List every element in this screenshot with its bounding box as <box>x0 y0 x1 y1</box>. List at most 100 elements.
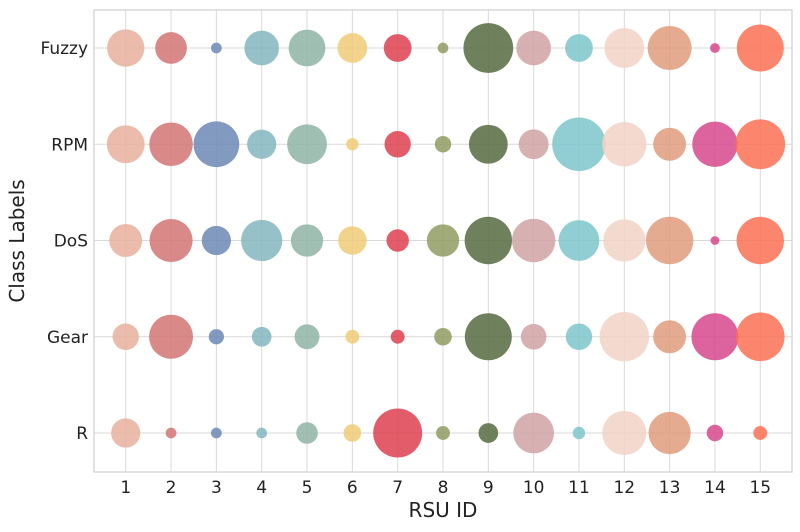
bubble-gear-rsu-11 <box>565 323 593 350</box>
bubble-dos-rsu-1 <box>109 224 143 257</box>
x-axis-title: RSU ID <box>409 498 478 522</box>
bubble-r-rsu-3 <box>210 427 222 439</box>
x-ticks: 1 2 3 4 5 6 7 8 9 10 11 12 13 14 15 <box>120 478 771 498</box>
bubble-fuzzy-rsu-2 <box>155 32 187 64</box>
x-tick-label-1: 1 <box>120 478 131 498</box>
x-tick-label-7: 7 <box>392 478 403 498</box>
y-tick-label-rpm: RPM <box>51 135 88 155</box>
bubble-gear-rsu-2 <box>149 314 194 359</box>
bubble-r-rsu-14 <box>706 424 724 442</box>
bubble-fuzzy-rsu-15 <box>736 24 784 72</box>
x-tick-label-5: 5 <box>302 478 313 498</box>
bubble-r-rsu-7 <box>373 408 423 458</box>
bubble-gear-rsu-7 <box>390 329 405 344</box>
bubble-rpm-rsu-6 <box>346 138 359 151</box>
x-tick-label-8: 8 <box>438 478 449 498</box>
bubble-rpm-rsu-2 <box>149 122 193 167</box>
x-tick-label-14: 14 <box>704 478 726 498</box>
bubble-dos-rsu-11 <box>558 220 600 261</box>
bubble-dos-rsu-15 <box>736 216 784 265</box>
bubble-fuzzy-rsu-12 <box>604 28 645 68</box>
bubble-fuzzy-rsu-6 <box>337 33 368 63</box>
bubble-r-rsu-8 <box>436 426 450 440</box>
bubble-fuzzy-rsu-8 <box>437 42 449 54</box>
bubble-rpm-rsu-7 <box>384 131 411 158</box>
bubble-gear-rsu-5 <box>294 324 320 350</box>
bubble-r-rsu-12 <box>602 411 647 455</box>
bubble-gear-rsu-6 <box>345 329 360 344</box>
bubble-gear-rsu-10 <box>520 323 547 350</box>
bubble-r-rsu-9 <box>478 423 499 443</box>
x-tick-label-9: 9 <box>483 478 494 498</box>
bubble-r-rsu-11 <box>572 426 586 440</box>
x-tick-label-3: 3 <box>211 478 222 498</box>
bubble-rpm-rsu-15 <box>735 119 786 170</box>
bubble-gear-rsu-15 <box>735 312 785 362</box>
bubble-dos-rsu-12 <box>603 219 646 262</box>
x-tick-label-2: 2 <box>166 478 177 498</box>
bubble-dos-rsu-9 <box>464 216 513 265</box>
bubble-fuzzy-rsu-11 <box>565 34 593 62</box>
bubble-rpm-rsu-8 <box>434 136 452 153</box>
bubble-dos-rsu-5 <box>290 224 324 257</box>
plot-frame <box>93 9 793 473</box>
bubble-rpm-rsu-4 <box>247 129 277 159</box>
bubble-r-rsu-13 <box>648 411 691 455</box>
bubble-rpm-rsu-13 <box>653 127 687 161</box>
bubble-rpm-rsu-3 <box>193 121 240 168</box>
bubble-r-rsu-1 <box>111 418 141 448</box>
bubble-fuzzy-rsu-9 <box>463 23 514 73</box>
bubble-gear-rsu-12 <box>599 312 649 362</box>
bubble-r-rsu-2 <box>165 427 177 439</box>
bubble-dos-rsu-13 <box>645 216 694 265</box>
y-ticks: R Gear DoS RPM Fuzzy <box>40 39 88 444</box>
bubble-fuzzy-rsu-7 <box>383 34 412 62</box>
bubble-gear-rsu-3 <box>208 329 224 345</box>
x-tick-label-6: 6 <box>347 478 358 498</box>
bubble-gear-rsu-13 <box>653 320 687 354</box>
x-tick-label-4: 4 <box>256 478 267 498</box>
bubble-r-rsu-5 <box>296 422 318 444</box>
bubble-gear-rsu-8 <box>434 327 452 346</box>
bubble-rpm-rsu-5 <box>287 124 327 165</box>
bubble-fuzzy-rsu-13 <box>647 26 692 70</box>
x-tick-label-13: 13 <box>659 478 681 498</box>
bubble-dos-rsu-6 <box>338 226 367 255</box>
bubble-gear-rsu-9 <box>464 313 512 361</box>
bubble-rpm-rsu-9 <box>468 124 508 164</box>
bubble-fuzzy-rsu-5 <box>288 29 326 67</box>
bubble-r-rsu-10 <box>513 412 555 454</box>
bubble-r-rsu-15 <box>753 426 768 440</box>
bubble-dos-rsu-10 <box>511 218 556 263</box>
bubble-dos-rsu-3 <box>201 225 231 256</box>
bubble-dos-rsu-14 <box>710 236 720 245</box>
bubble-rpm-rsu-11 <box>552 117 606 172</box>
y-tick-label-fuzzy: Fuzzy <box>40 39 88 59</box>
y-tick-label-r: R <box>76 424 88 444</box>
y-tick-label-dos: DoS <box>54 232 88 252</box>
bubble-fuzzy-rsu-1 <box>107 29 145 67</box>
x-tick-label-11: 11 <box>568 478 590 498</box>
bubble-dos-rsu-7 <box>386 229 409 252</box>
y-axis-title: Class Labels <box>5 179 29 302</box>
bubble-gear-rsu-14 <box>691 313 739 361</box>
x-tick-label-12: 12 <box>613 478 635 498</box>
bubble-r-rsu-4 <box>256 427 268 439</box>
bubble-fuzzy-rsu-10 <box>516 30 551 66</box>
bubble-r-rsu-6 <box>343 424 362 442</box>
bubble-gear-rsu-1 <box>112 323 139 350</box>
x-tick-label-15: 15 <box>749 478 771 498</box>
bubble-rpm-rsu-14 <box>692 121 738 167</box>
x-tick-label-10: 10 <box>523 478 545 498</box>
bubble-fuzzy-rsu-3 <box>210 42 222 54</box>
bubble-dos-rsu-8 <box>426 224 460 257</box>
bubble-rpm-rsu-10 <box>518 129 549 160</box>
bubble-fuzzy-rsu-14 <box>710 43 720 53</box>
bubbles <box>106 23 786 458</box>
bubble-rpm-rsu-1 <box>106 125 145 164</box>
bubble-fuzzy-rsu-4 <box>244 30 280 66</box>
bubble-dos-rsu-4 <box>241 219 283 262</box>
bubble-gear-rsu-4 <box>251 326 272 347</box>
